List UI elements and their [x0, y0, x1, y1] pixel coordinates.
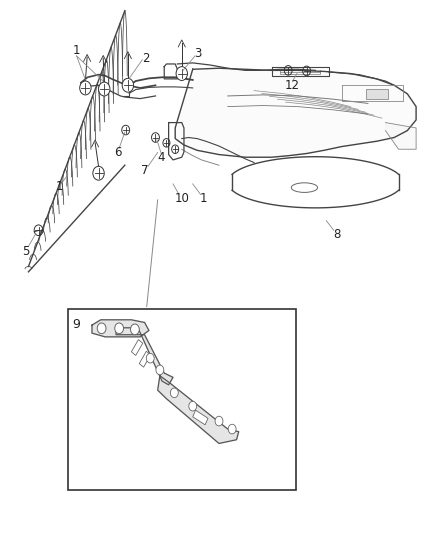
Circle shape	[115, 323, 124, 334]
Circle shape	[131, 324, 139, 335]
Bar	[193, 410, 208, 425]
Circle shape	[122, 78, 134, 92]
Circle shape	[189, 401, 197, 411]
Text: 5: 5	[23, 245, 30, 258]
Circle shape	[228, 424, 236, 434]
Bar	[68, 309, 296, 490]
Polygon shape	[175, 68, 416, 157]
Polygon shape	[116, 328, 173, 385]
Circle shape	[215, 416, 223, 426]
Text: 1: 1	[200, 192, 208, 205]
Circle shape	[80, 81, 91, 95]
Text: 12: 12	[285, 79, 300, 92]
Text: 3: 3	[194, 47, 201, 60]
Circle shape	[170, 388, 178, 398]
Circle shape	[97, 323, 106, 334]
Bar	[366, 89, 388, 99]
Circle shape	[99, 82, 110, 96]
Polygon shape	[158, 376, 239, 443]
Polygon shape	[92, 320, 149, 337]
Polygon shape	[385, 123, 416, 149]
Text: 8: 8	[334, 228, 341, 241]
Circle shape	[93, 166, 104, 180]
Text: 2: 2	[141, 52, 149, 65]
Bar	[131, 340, 143, 356]
Text: 1: 1	[55, 180, 63, 193]
Text: 10: 10	[174, 192, 189, 205]
Text: 1: 1	[73, 44, 81, 57]
Text: 6: 6	[113, 146, 121, 159]
Text: 9: 9	[73, 318, 81, 330]
Text: 4: 4	[157, 151, 165, 164]
Bar	[139, 351, 151, 367]
Circle shape	[146, 353, 154, 363]
Text: 7: 7	[141, 164, 148, 177]
Circle shape	[156, 365, 164, 375]
Circle shape	[176, 67, 187, 80]
